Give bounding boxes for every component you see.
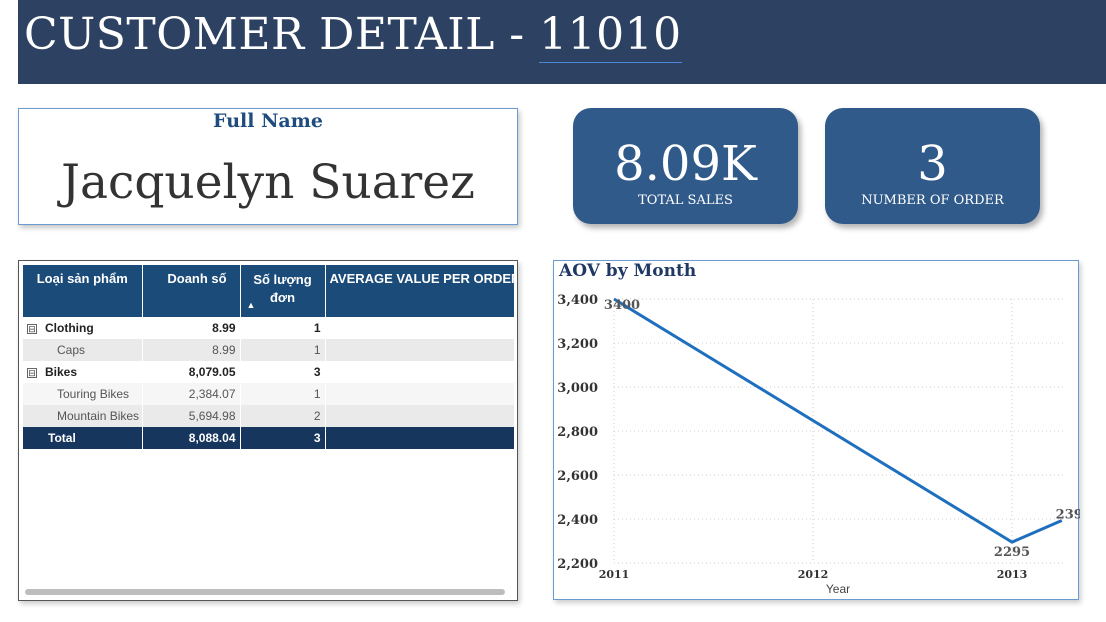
header-sales[interactable]: Doanh số	[142, 265, 241, 317]
y-tick-label: 2,400	[557, 513, 598, 528]
sales-matrix-viewport: Loại sản phẩm Doanh số Số lượng đơn ▲ AVE…	[23, 265, 514, 465]
y-tick-label: 2,600	[557, 469, 598, 484]
data-label: 2295	[994, 545, 1030, 560]
header-average-value[interactable]: AVERAGE VALUE PER ORDER	[325, 265, 514, 317]
aov-line-chart: 2,200 2,400 2,600 2,800 3,000 3,200 3,400 2011 2…	[557, 293, 1080, 596]
total-label: Total	[23, 427, 143, 449]
sub-row[interactable]: Touring Bikes 2,384.0712,384.07	[23, 383, 514, 405]
cell-average-value: 2,847.49	[325, 405, 514, 427]
group-row[interactable]: ⊟ Clothing 8.9918.99	[23, 317, 514, 339]
total-sales-label: TOTAL SALES	[638, 193, 733, 208]
cell-category: Touring Bikes	[23, 383, 143, 405]
cell-order-count: 3	[240, 361, 326, 383]
x-tick-label: 2012	[798, 568, 829, 581]
header-order-count[interactable]: Số lượng đơn ▲	[240, 265, 326, 317]
y-tick-label: 2,800	[557, 425, 598, 440]
cell-average-value: 8.99	[325, 339, 514, 361]
x-tick-label: 2013	[997, 568, 1028, 581]
y-tick-label: 3,000	[557, 381, 598, 396]
cell-sales: 8.99	[142, 317, 241, 339]
horizontal-scrollbar[interactable]	[25, 589, 505, 595]
cell-order-count: 1	[240, 383, 326, 405]
cell-average-value: 2,384.07	[325, 383, 514, 405]
collapse-icon[interactable]: ⊟	[27, 323, 37, 334]
aov-series-line	[613, 297, 1063, 544]
sales-matrix: Loại sản phẩm Doanh số Số lượng đơn ▲ AVE…	[23, 265, 514, 449]
page-title-prefix: CUSTOMER DETAIL -	[24, 9, 540, 60]
chart-title: AOV by Month	[559, 261, 697, 281]
y-tick-label: 3,200	[557, 337, 598, 352]
y-tick-label: 3,400	[557, 293, 598, 308]
total-average-value: 2,696.01	[325, 427, 514, 449]
cell-order-count: 1	[240, 339, 326, 361]
x-axis-label: Year	[826, 582, 850, 596]
total-sales-card: 8.09K TOTAL SALES	[573, 108, 798, 224]
group-row[interactable]: ⊟ Bikes 8,079.0532,693.02	[23, 361, 514, 383]
page-title: CUSTOMER DETAIL - 11010	[24, 8, 682, 63]
number-of-order-card: 3 NUMBER OF ORDER	[825, 108, 1040, 224]
full-name-value: Jacquelyn Suarez	[61, 155, 475, 210]
category-label: Clothing	[45, 321, 94, 335]
total-sales-value: 8.09K	[614, 136, 757, 192]
data-label: 3400	[604, 298, 640, 313]
full-name-label: Full Name	[213, 110, 323, 132]
number-of-order-value: 3	[917, 136, 948, 192]
data-label: 2393	[1056, 508, 1080, 523]
cell-category: Caps	[23, 339, 143, 361]
total-order-count: 3	[240, 427, 326, 449]
category-label: Touring Bikes	[57, 387, 130, 401]
category-label: Caps	[57, 343, 86, 357]
cell-average-value: 2,693.02	[325, 361, 514, 383]
cell-sales: 8.99	[142, 339, 241, 361]
aov-chart-card: 2,200 2,400 2,600 2,800 3,000 3,200 3,400 2011 2…	[553, 260, 1080, 600]
full-name-card: Full Name Jacquelyn Suarez	[18, 108, 518, 225]
matrix-body: ⊟Clothing8.9918.99Caps8.9918.99⊟Bikes8,0…	[23, 317, 514, 449]
cell-order-count: 2	[240, 405, 326, 427]
page-header: CUSTOMER DETAIL - 11010	[18, 0, 1106, 84]
cell-category: ⊟ Clothing	[23, 317, 143, 339]
y-tick-label: 2,200	[557, 557, 598, 572]
category-label: Bikes	[45, 365, 78, 379]
customer-id: 11010	[539, 9, 682, 63]
x-tick-label: 2011	[599, 568, 630, 581]
category-label: Mountain Bikes	[57, 409, 140, 423]
cell-category: Mountain Bikes	[23, 405, 143, 427]
cell-sales: 2,384.07	[142, 383, 241, 405]
cell-category: ⊟ Bikes	[23, 361, 143, 383]
sort-ascending-icon[interactable]: ▲	[246, 300, 256, 310]
header-order-count-label: Số lượng đơn	[253, 272, 312, 305]
header-category[interactable]: Loại sản phẩm	[23, 265, 143, 317]
collapse-icon[interactable]: ⊟	[27, 367, 37, 378]
cell-sales: 5,694.98	[142, 405, 241, 427]
cell-average-value: 8.99	[325, 317, 514, 339]
cell-order-count: 1	[240, 317, 326, 339]
cell-sales: 8,079.05	[142, 361, 241, 383]
sales-matrix-card: Loại sản phẩm Doanh số Số lượng đơn ▲ AVE…	[18, 260, 518, 601]
sub-row[interactable]: Caps 8.9918.99	[23, 339, 514, 361]
number-of-order-label: NUMBER OF ORDER	[861, 193, 1004, 208]
total-sales: 8,088.04	[142, 427, 241, 449]
matrix-header-row: Loại sản phẩm Doanh số Số lượng đơn ▲ AVE…	[23, 265, 514, 317]
